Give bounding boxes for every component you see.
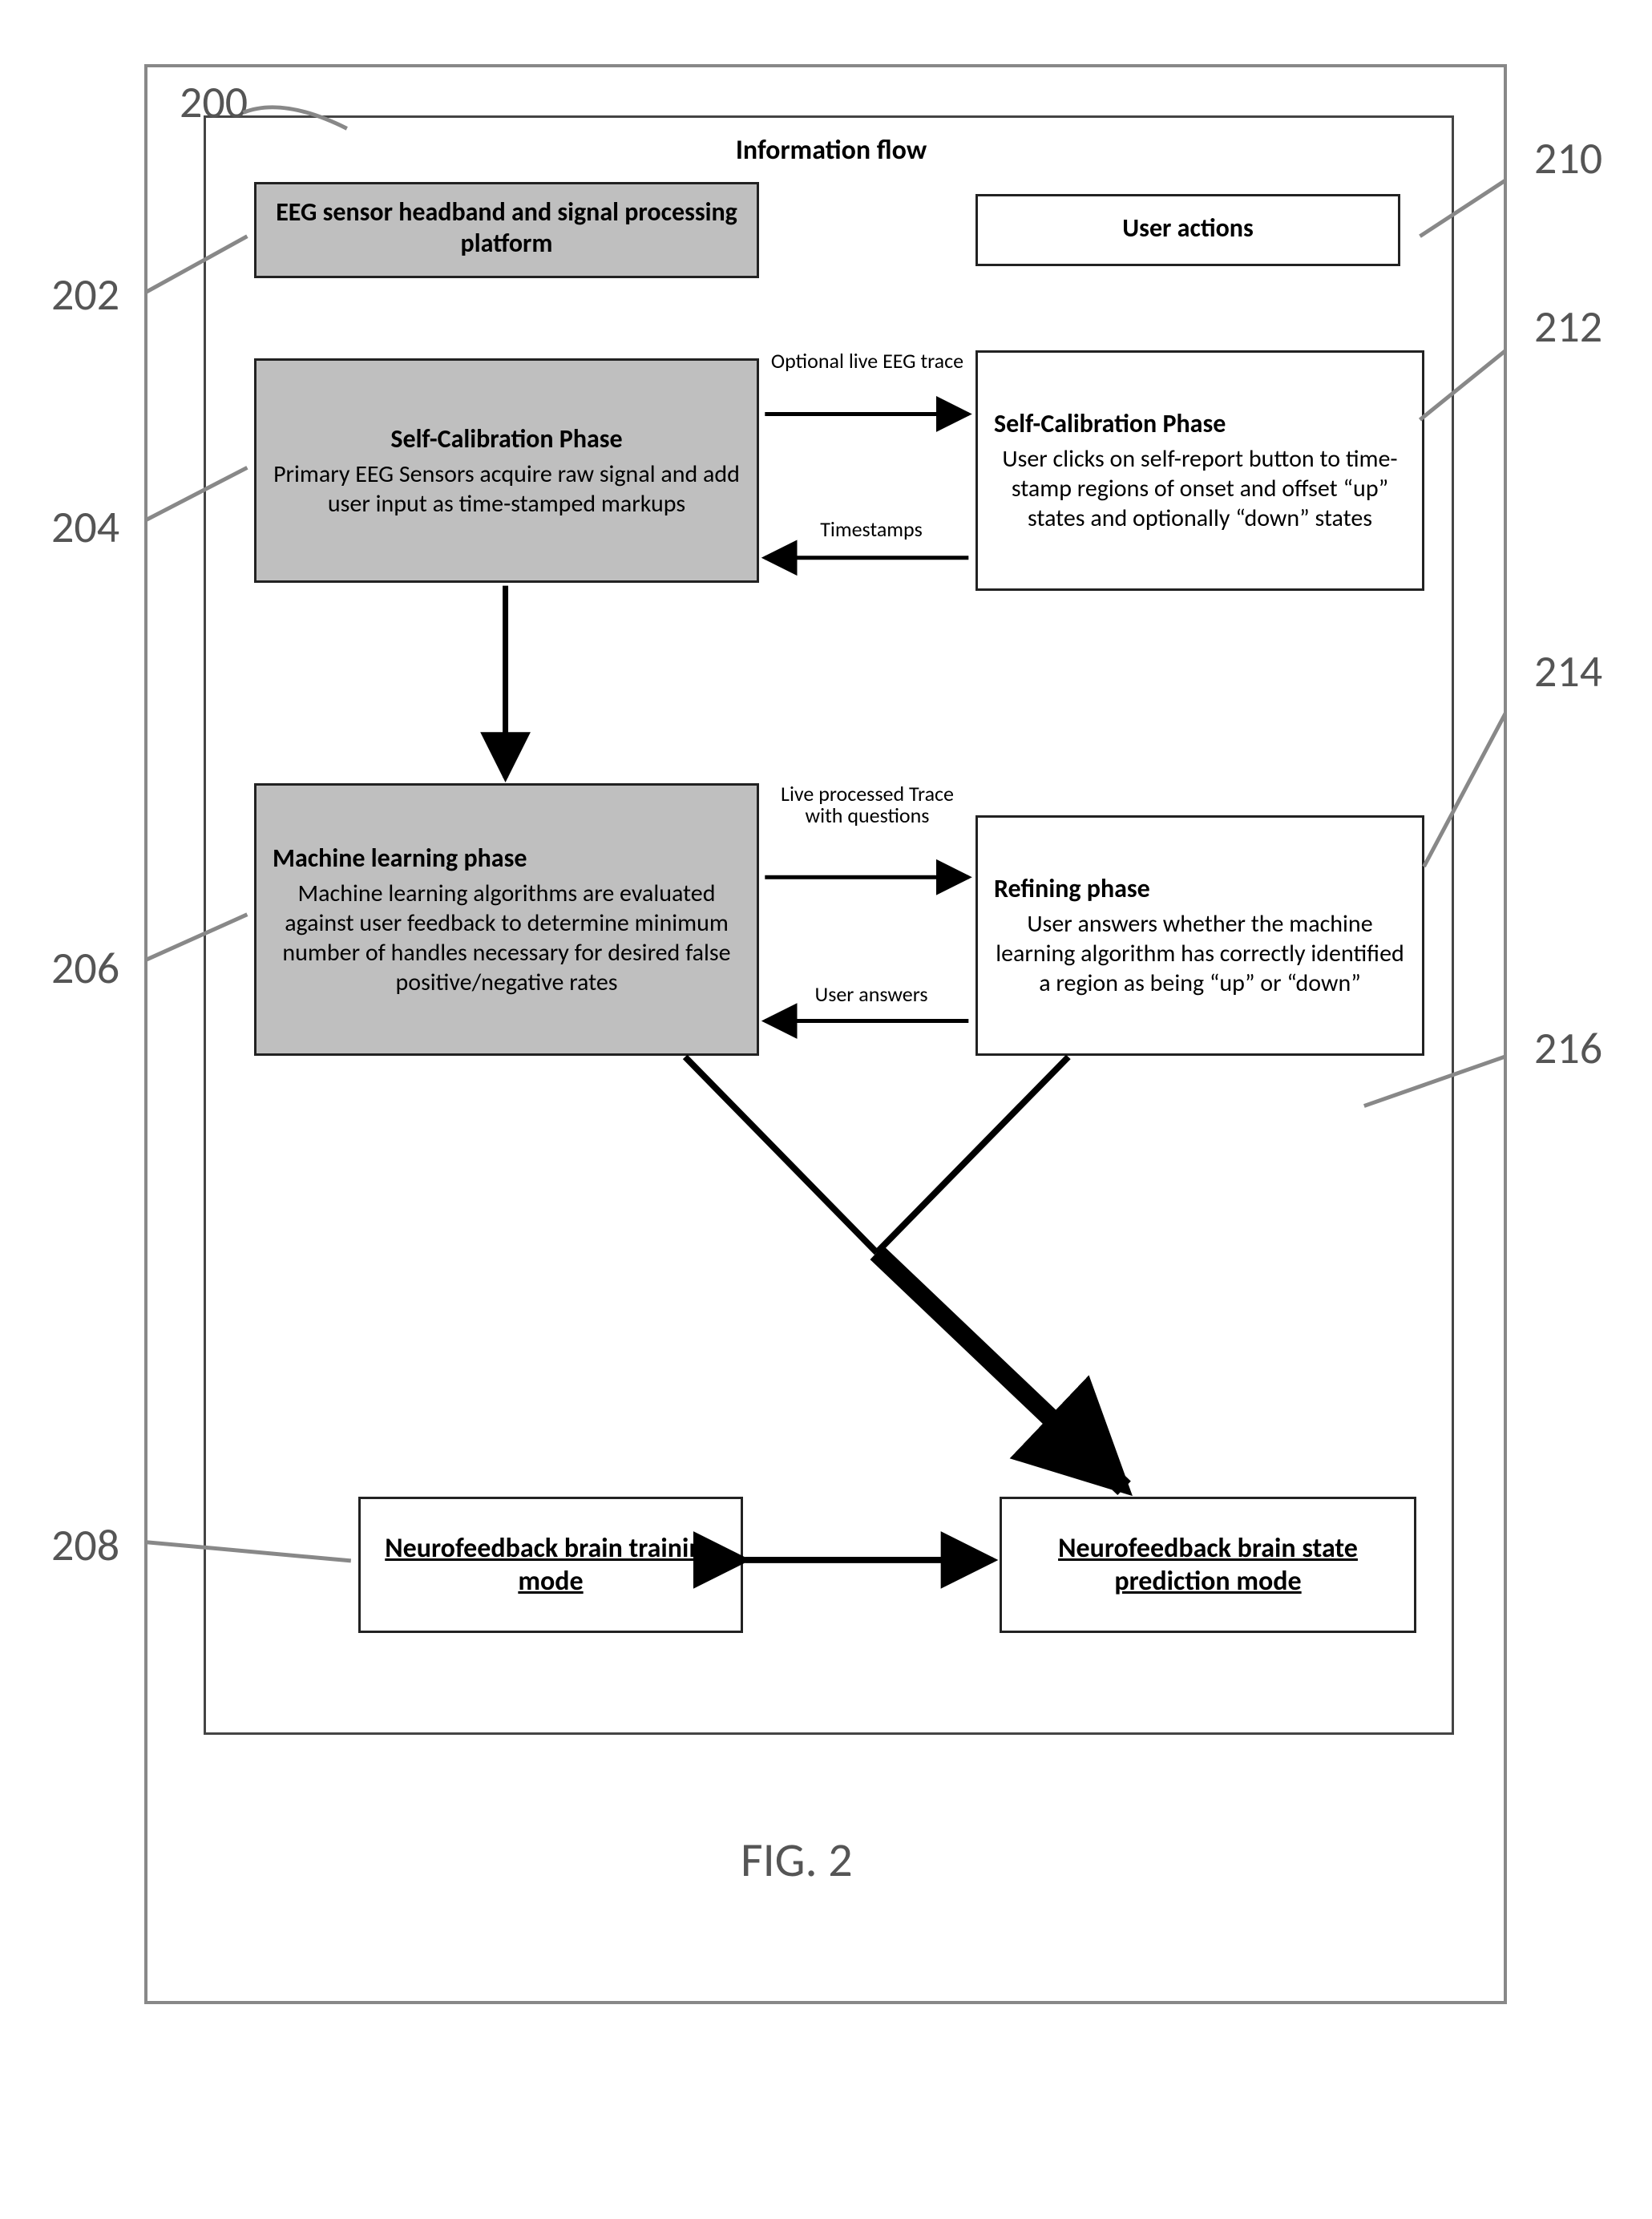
left-ml-title: Machine learning phase (268, 843, 745, 874)
figure-caption: FIG. 2 (741, 1831, 853, 1890)
ref-208: 208 (51, 1518, 119, 1573)
page-frame: Information flow EEG sensor headband and… (144, 64, 1507, 2004)
right-header-box: User actions (975, 194, 1400, 266)
right-refining-box: Refining phase User answers whether the … (975, 815, 1424, 1056)
left-selfcal-body: Primary EEG Sensors acquire raw signal a… (268, 459, 745, 519)
right-header-text: User actions (989, 212, 1387, 244)
left-selfcal-title: Self-Calibration Phase (268, 423, 745, 455)
right-refining-body: User answers whether the machine learnin… (989, 909, 1411, 998)
ref-202: 202 (51, 268, 119, 322)
right-selfcal-body: User clicks on self-report button to tim… (989, 444, 1411, 533)
arrow-label-user-answers: User answers (783, 984, 959, 1005)
ref-214: 214 (1534, 645, 1602, 699)
training-mode-box: Neurofeedback brain training mode (358, 1497, 743, 1633)
ref-204: 204 (51, 500, 119, 555)
right-selfcal-title: Self-Calibration Phase (989, 408, 1411, 439)
right-refining-title: Refining phase (989, 873, 1411, 904)
left-ml-box: Machine learning phase Machine learning … (254, 783, 759, 1056)
ref-210: 210 (1534, 131, 1602, 186)
arrow-label-optional-eeg: Optional live EEG trace (767, 350, 967, 372)
ref-216: 216 (1534, 1021, 1602, 1076)
info-flow-label: Information flow (687, 134, 975, 167)
left-ml-body: Machine learning algorithms are evaluate… (268, 879, 745, 997)
ref-200: 200 (180, 75, 248, 130)
prediction-mode-text: Neurofeedback brain state prediction mod… (1013, 1532, 1403, 1598)
prediction-mode-box: Neurofeedback brain state prediction mod… (1000, 1497, 1416, 1633)
arrow-label-timestamps: Timestamps (783, 519, 959, 540)
ref-206: 206 (51, 941, 119, 996)
left-header-box: EEG sensor headband and signal processin… (254, 182, 759, 278)
training-mode-text: Neurofeedback brain training mode (372, 1532, 729, 1598)
left-header-text: EEG sensor headband and signal processin… (268, 196, 745, 259)
arrow-label-live-processed: Live processed Trace with questions (767, 783, 967, 827)
diagram-canvas: Information flow EEG sensor headband and… (204, 115, 1454, 1735)
right-selfcal-box: Self-Calibration Phase User clicks on se… (975, 350, 1424, 591)
left-selfcal-box: Self-Calibration Phase Primary EEG Senso… (254, 358, 759, 583)
ref-212: 212 (1534, 300, 1602, 354)
